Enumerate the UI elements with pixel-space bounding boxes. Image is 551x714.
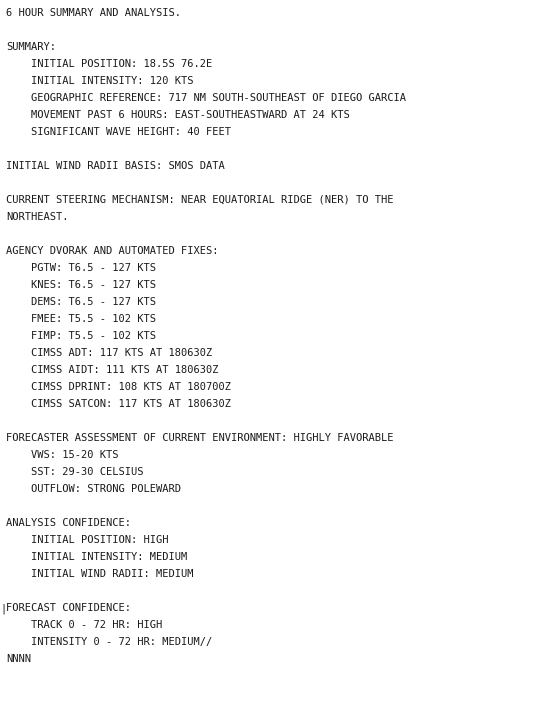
Text: INITIAL POSITION: 18.5S 76.2E: INITIAL POSITION: 18.5S 76.2E [6,59,212,69]
Text: CIMSS ADT: 117 KTS AT 180630Z: CIMSS ADT: 117 KTS AT 180630Z [6,348,212,358]
Text: SIGNIFICANT WAVE HEIGHT: 40 FEET: SIGNIFICANT WAVE HEIGHT: 40 FEET [6,127,231,137]
Text: MOVEMENT PAST 6 HOURS: EAST-SOUTHEASTWARD AT 24 KTS: MOVEMENT PAST 6 HOURS: EAST-SOUTHEASTWAR… [6,110,350,120]
Text: NNNN: NNNN [6,654,31,664]
Text: FORECASTER ASSESSMENT OF CURRENT ENVIRONMENT: HIGHLY FAVORABLE: FORECASTER ASSESSMENT OF CURRENT ENVIRON… [6,433,393,443]
Text: INITIAL INTENSITY: 120 KTS: INITIAL INTENSITY: 120 KTS [6,76,193,86]
Text: NORTHEAST.: NORTHEAST. [6,212,68,222]
Text: INITIAL WIND RADII: MEDIUM: INITIAL WIND RADII: MEDIUM [6,569,193,579]
Text: AGENCY DVORAK AND AUTOMATED FIXES:: AGENCY DVORAK AND AUTOMATED FIXES: [6,246,219,256]
Text: |: | [0,603,6,613]
Text: FMEE: T5.5 - 102 KTS: FMEE: T5.5 - 102 KTS [6,314,156,324]
Text: INITIAL INTENSITY: MEDIUM: INITIAL INTENSITY: MEDIUM [6,552,187,562]
Text: INTENSITY 0 - 72 HR: MEDIUM//: INTENSITY 0 - 72 HR: MEDIUM// [6,637,212,647]
Text: FIMP: T5.5 - 102 KTS: FIMP: T5.5 - 102 KTS [6,331,156,341]
Text: CIMSS DPRINT: 108 KTS AT 180700Z: CIMSS DPRINT: 108 KTS AT 180700Z [6,382,231,392]
Text: CIMSS SATCON: 117 KTS AT 180630Z: CIMSS SATCON: 117 KTS AT 180630Z [6,399,231,409]
Text: TRACK 0 - 72 HR: HIGH: TRACK 0 - 72 HR: HIGH [6,620,162,630]
Text: PGTW: T6.5 - 127 KTS: PGTW: T6.5 - 127 KTS [6,263,156,273]
Text: KNES: T6.5 - 127 KTS: KNES: T6.5 - 127 KTS [6,280,156,290]
Text: CURRENT STEERING MECHANISM: NEAR EQUATORIAL RIDGE (NER) TO THE: CURRENT STEERING MECHANISM: NEAR EQUATOR… [6,195,393,205]
Text: 6 HOUR SUMMARY AND ANALYSIS.: 6 HOUR SUMMARY AND ANALYSIS. [6,8,181,18]
Text: SST: 29-30 CELSIUS: SST: 29-30 CELSIUS [6,467,143,477]
Text: INITIAL WIND RADII BASIS: SMOS DATA: INITIAL WIND RADII BASIS: SMOS DATA [6,161,225,171]
Text: ANALYSIS CONFIDENCE:: ANALYSIS CONFIDENCE: [6,518,131,528]
Text: OUTFLOW: STRONG POLEWARD: OUTFLOW: STRONG POLEWARD [6,484,181,494]
Text: GEOGRAPHIC REFERENCE: 717 NM SOUTH-SOUTHEAST OF DIEGO GARCIA: GEOGRAPHIC REFERENCE: 717 NM SOUTH-SOUTH… [6,93,406,103]
Text: CIMSS AIDT: 111 KTS AT 180630Z: CIMSS AIDT: 111 KTS AT 180630Z [6,365,219,375]
Text: DEMS: T6.5 - 127 KTS: DEMS: T6.5 - 127 KTS [6,297,156,307]
Text: INITIAL POSITION: HIGH: INITIAL POSITION: HIGH [6,535,169,545]
Text: VWS: 15-20 KTS: VWS: 15-20 KTS [6,450,118,460]
Text: FORECAST CONFIDENCE:: FORECAST CONFIDENCE: [6,603,131,613]
Text: SUMMARY:: SUMMARY: [6,42,56,52]
